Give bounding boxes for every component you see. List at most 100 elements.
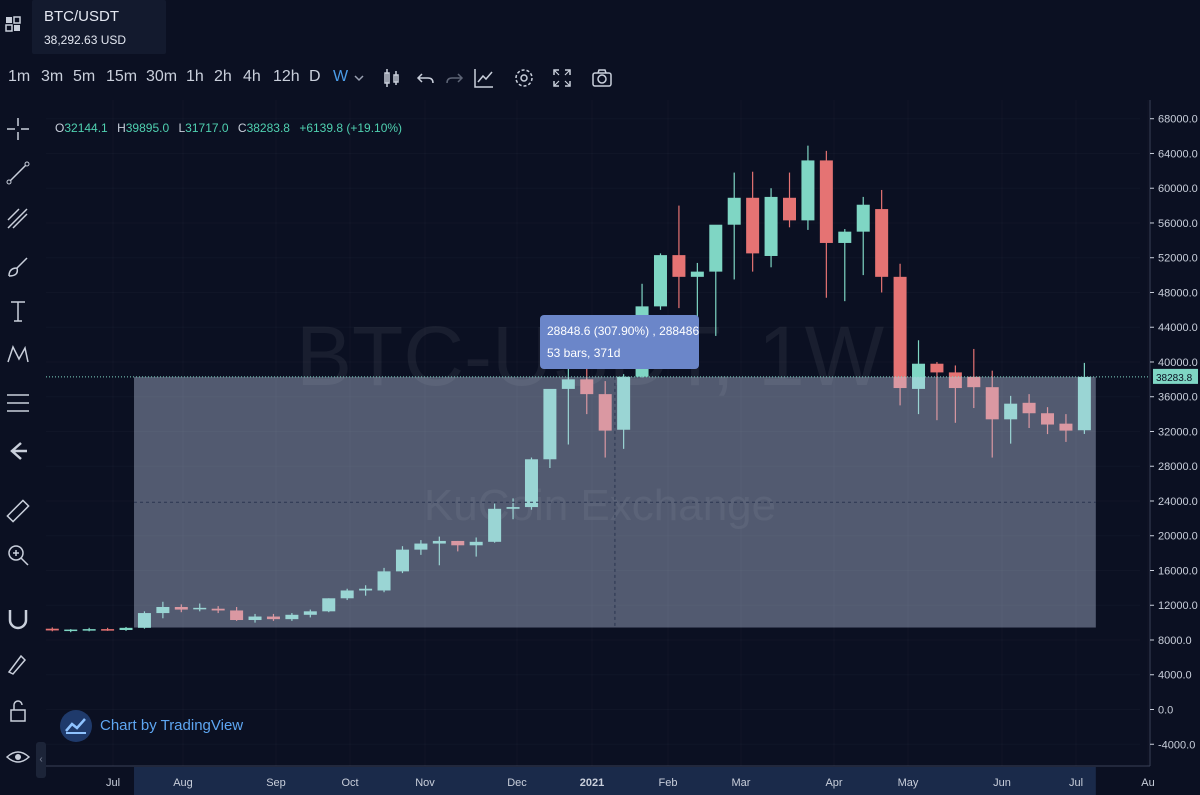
tf-3m[interactable]: 3m — [41, 68, 64, 85]
candle — [672, 205, 686, 309]
trend-line-icon[interactable] — [5, 160, 31, 186]
candle-body — [709, 224, 723, 272]
grid-menu-icon[interactable] — [5, 16, 21, 32]
x-axis-highlight — [134, 767, 1096, 795]
y-tick-label: 44000.0 — [1158, 322, 1198, 334]
candle — [875, 189, 889, 293]
undo-icon[interactable] — [414, 66, 438, 90]
candle-body — [819, 160, 833, 243]
measure-tooltip: 28848.6 (307.90%) , 288486 53 bars, 371d — [540, 315, 699, 369]
fullscreen-icon[interactable] — [550, 66, 574, 90]
redo-icon[interactable] — [442, 66, 466, 90]
candle — [451, 540, 465, 552]
candle — [322, 598, 336, 613]
candle-body — [395, 549, 409, 572]
pattern-icon[interactable] — [5, 342, 31, 368]
lock-drawing-icon[interactable] — [5, 652, 31, 678]
candles-style-icon[interactable] — [380, 66, 404, 90]
crosshair-icon[interactable] — [5, 116, 31, 142]
y-tick-label: 32000.0 — [1158, 426, 1198, 438]
tf-1m[interactable]: 1m — [8, 68, 31, 85]
candle-body — [653, 255, 667, 307]
y-tick-label: 56000.0 — [1158, 218, 1198, 230]
candle — [1059, 414, 1073, 442]
x-tick-label: Dec — [507, 777, 527, 789]
y-axis: 68000.0 64000.0 60000.0 56000.0 52000.0 48000… — [1149, 100, 1200, 766]
candle-body — [801, 160, 815, 221]
collapse-toolbar-button[interactable]: ‹ — [36, 742, 46, 778]
candle — [266, 613, 280, 621]
brush-icon[interactable] — [5, 254, 31, 280]
tradingview-logo-icon[interactable] — [60, 710, 92, 742]
candle-body — [985, 387, 999, 420]
x-tick-label: Apr — [825, 777, 842, 789]
symbol-price: 38,292.63 USD — [44, 33, 127, 47]
ohlc-high: 39895.0 — [125, 121, 170, 135]
text-tool-icon[interactable] — [5, 298, 31, 324]
zoom-in-icon[interactable] — [5, 542, 31, 568]
fib-tool-icon[interactable] — [5, 206, 31, 232]
candle-body — [764, 196, 778, 256]
camera-icon[interactable] — [590, 66, 614, 90]
eye-icon[interactable] — [5, 744, 31, 770]
tf-5m[interactable]: 5m — [73, 68, 96, 85]
candle — [303, 609, 317, 618]
candle-body — [340, 590, 354, 599]
y-tick-label: 0.0 — [1158, 705, 1173, 717]
y-tick-label: 68000.0 — [1158, 114, 1198, 126]
x-tick-label: Mar — [732, 777, 751, 789]
candle-body — [930, 363, 944, 373]
candle-body — [266, 616, 280, 620]
watermark-exchange: KuCoin Exchange — [424, 481, 776, 530]
y-tick-label: 4000.0 — [1158, 670, 1192, 682]
candle-body — [856, 204, 870, 232]
candle-body — [469, 541, 483, 546]
candle — [64, 629, 78, 633]
tf-4h[interactable]: 4h — [243, 68, 261, 85]
lock-icon[interactable] — [5, 698, 31, 724]
tf-12h[interactable]: 12h — [273, 68, 300, 85]
tf-30m[interactable]: 30m — [146, 68, 178, 85]
tooltip-bg — [540, 315, 699, 369]
chevron-down-icon[interactable] — [352, 66, 366, 90]
candle — [598, 381, 612, 458]
tf-15m[interactable]: 15m — [106, 68, 138, 85]
candle — [1041, 407, 1055, 435]
tf-w[interactable]: W — [333, 68, 349, 85]
indicators-icon[interactable] — [472, 66, 496, 90]
measure-tool[interactable]: 28848.6 (307.90%) , 288486 53 bars, 371d — [46, 315, 1150, 628]
candle-body — [230, 610, 244, 621]
settings-icon[interactable] — [512, 66, 536, 90]
y-tick-label: 12000.0 — [1158, 600, 1198, 612]
y-tick-label: 60000.0 — [1158, 183, 1198, 195]
back-arrow-icon[interactable] — [5, 438, 31, 464]
candles — [45, 145, 1091, 633]
tf-1h[interactable]: 1h — [186, 68, 204, 85]
candle — [727, 172, 741, 280]
ruler-icon[interactable] — [5, 498, 31, 524]
prediction-icon[interactable] — [5, 390, 31, 416]
candle-body — [45, 628, 59, 631]
x-tick-label: 2021 — [580, 777, 604, 789]
x-tick-label: Feb — [659, 777, 678, 789]
tf-d[interactable]: D — [309, 68, 321, 85]
candle-body — [303, 611, 317, 615]
candle-body — [1022, 402, 1036, 414]
ohlc-legend: O32144.1 H39895.0 L31717.0 C38283.8 +613… — [55, 121, 403, 135]
candle-body — [377, 571, 391, 591]
tradingview-attribution[interactable]: Chart by TradingView — [100, 717, 244, 734]
candle — [340, 588, 354, 601]
candle-body — [156, 606, 170, 614]
candle — [174, 604, 188, 613]
x-tick-label: Jul — [1069, 777, 1083, 789]
y-axis-bg — [1150, 100, 1200, 766]
candle-body — [414, 543, 428, 550]
y-tick-label: 36000.0 — [1158, 392, 1198, 404]
candle-body — [506, 507, 520, 509]
symbol-info[interactable]: BTC/USDT 38,292.63 USD — [32, 0, 166, 54]
y-tick-label: 28000.0 — [1158, 461, 1198, 473]
magnet-icon[interactable] — [5, 606, 31, 632]
tf-2h[interactable]: 2h — [214, 68, 232, 85]
candle — [82, 627, 96, 632]
